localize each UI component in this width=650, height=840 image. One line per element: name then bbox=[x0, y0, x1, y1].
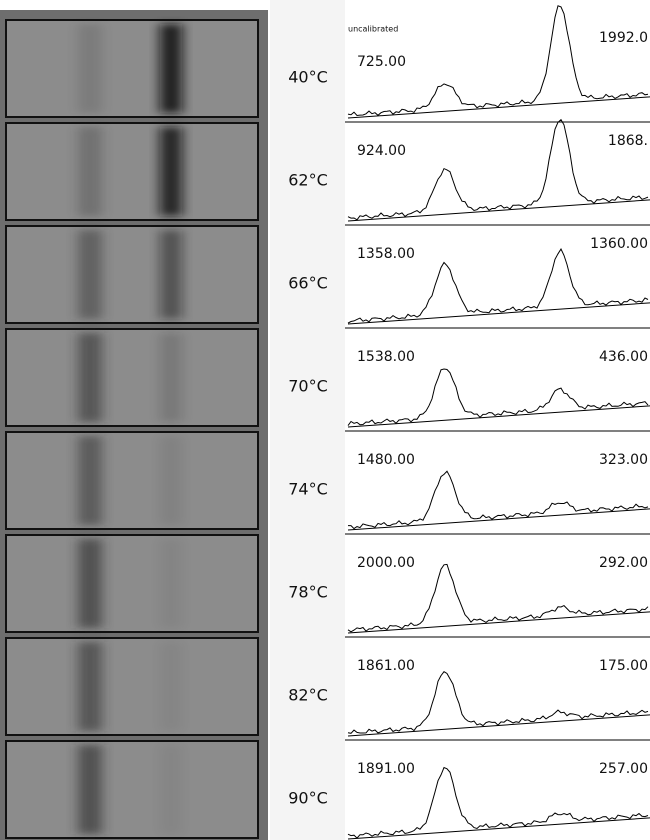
note-label: uncalibrated bbox=[348, 25, 398, 34]
gel-band bbox=[160, 333, 182, 422]
baseline bbox=[348, 97, 650, 118]
gel-panel bbox=[6, 329, 258, 426]
gel-band bbox=[78, 24, 102, 113]
gel-band bbox=[78, 230, 102, 319]
gel-panel bbox=[6, 432, 258, 529]
trace bbox=[348, 672, 648, 734]
peak-label: 1992.0 bbox=[599, 30, 648, 46]
baseline bbox=[348, 406, 650, 427]
peak-label: 1891.00 bbox=[357, 761, 415, 777]
gel-panel bbox=[6, 123, 258, 220]
temperature-label: 78°C bbox=[288, 583, 328, 602]
baseline bbox=[348, 818, 650, 839]
gel-band bbox=[160, 230, 182, 319]
trace bbox=[348, 564, 648, 631]
baseline bbox=[348, 303, 650, 324]
peak-label: 1480.00 bbox=[357, 452, 415, 468]
gel-band bbox=[160, 436, 182, 525]
temperature-label: 40°C bbox=[288, 68, 328, 87]
trace bbox=[348, 768, 648, 839]
baseline bbox=[348, 612, 650, 633]
gel-band bbox=[78, 436, 102, 525]
peak-label: 1861.00 bbox=[357, 658, 415, 674]
gel-band bbox=[78, 333, 102, 422]
gel-band bbox=[78, 745, 102, 834]
gel-band bbox=[160, 642, 182, 731]
gel-band bbox=[160, 127, 182, 216]
trace bbox=[348, 120, 648, 220]
peak-label: 1538.00 bbox=[357, 349, 415, 365]
peak-label: 1358.00 bbox=[357, 246, 415, 262]
gel-band bbox=[78, 642, 102, 731]
gel-panel bbox=[6, 741, 258, 838]
temperature-label: 62°C bbox=[288, 171, 328, 190]
baseline bbox=[348, 200, 650, 221]
peak-label: 725.00 bbox=[357, 54, 406, 70]
gel-band bbox=[160, 24, 182, 113]
baseline bbox=[348, 715, 650, 736]
gel-band bbox=[78, 539, 102, 628]
gel-band bbox=[160, 745, 182, 834]
peak-label: 1868. bbox=[608, 133, 648, 149]
peak-label: 924.00 bbox=[357, 143, 406, 159]
temperature-label: 70°C bbox=[288, 377, 328, 396]
peak-label: 323.00 bbox=[599, 452, 648, 468]
figure: uncalibrated 40°C 725.00 1992.0 62°C 924.00 1… bbox=[0, 0, 650, 840]
gel-panel bbox=[6, 638, 258, 735]
gel-panel bbox=[6, 535, 258, 632]
trace bbox=[348, 369, 648, 426]
baseline bbox=[348, 509, 650, 530]
gel-band bbox=[160, 539, 182, 628]
gel-panel bbox=[6, 20, 258, 117]
peak-label: 1360.00 bbox=[590, 236, 648, 252]
peak-label: 175.00 bbox=[599, 658, 648, 674]
gel-panel bbox=[6, 226, 258, 323]
temperature-label: 82°C bbox=[288, 686, 328, 705]
peak-label: 436.00 bbox=[599, 349, 648, 365]
peak-label: 292.00 bbox=[599, 555, 648, 571]
temperature-label: 66°C bbox=[288, 274, 328, 293]
label-column bbox=[270, 0, 345, 840]
gel-band bbox=[78, 127, 102, 216]
temperature-label: 90°C bbox=[288, 789, 328, 808]
temperature-label: 74°C bbox=[288, 480, 328, 499]
peak-label: 257.00 bbox=[599, 761, 648, 777]
peak-label: 2000.00 bbox=[357, 555, 415, 571]
